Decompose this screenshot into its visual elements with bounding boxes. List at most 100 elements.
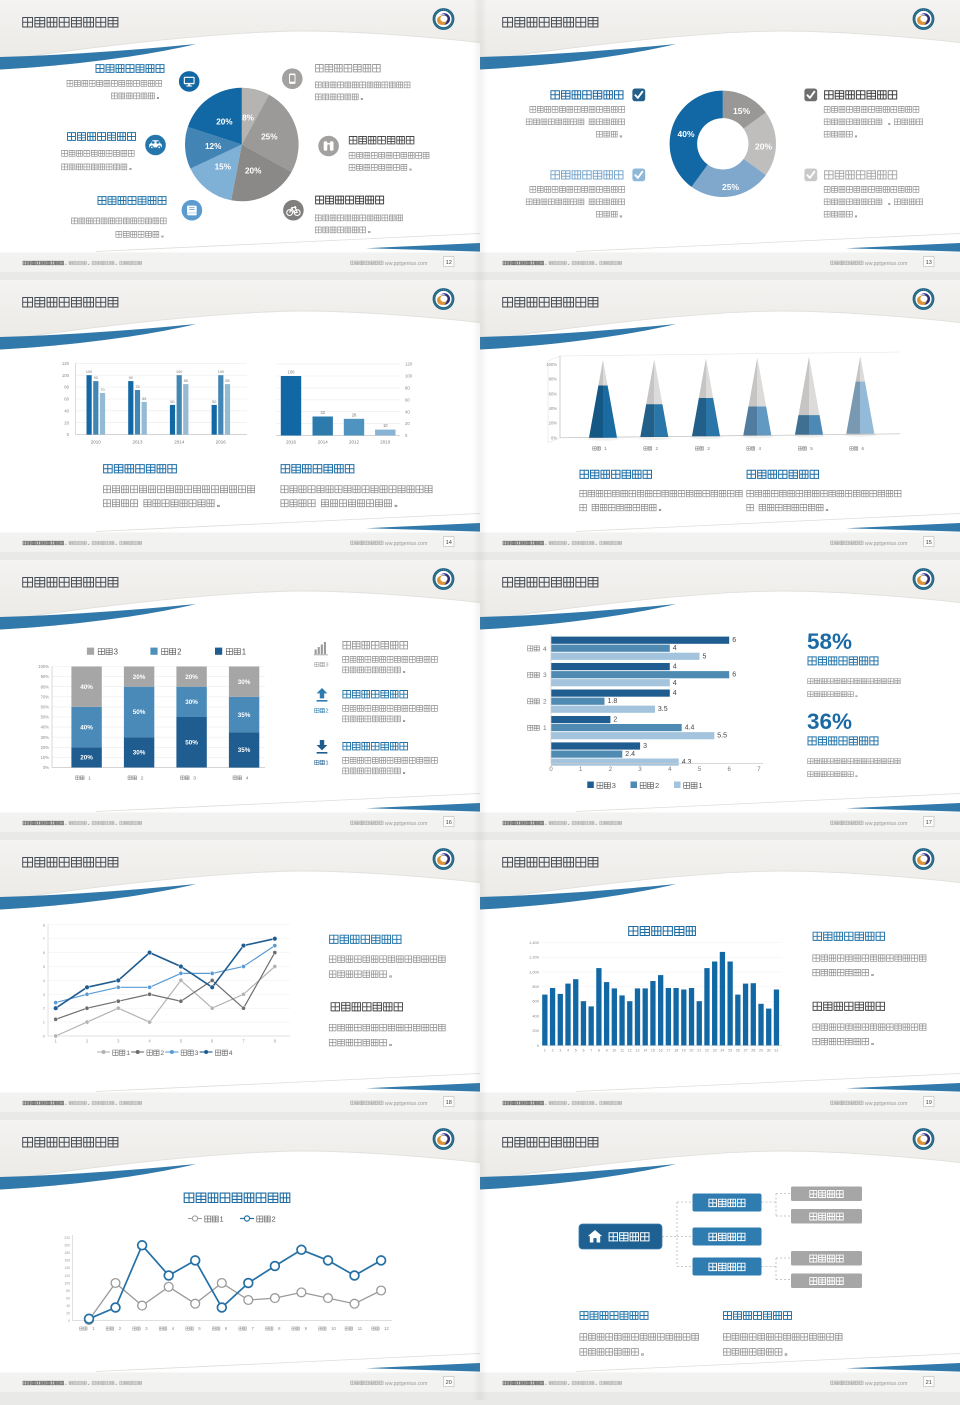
- svg-text:85: 85: [225, 379, 229, 383]
- svg-text:40%: 40%: [41, 725, 50, 730]
- svg-text:20: 20: [446, 1380, 452, 1386]
- svg-text:40%: 40%: [549, 406, 558, 411]
- svg-text:4.3: 4.3: [682, 759, 692, 766]
- svg-text:0: 0: [43, 1034, 46, 1039]
- svg-text:3: 3: [193, 776, 196, 782]
- svg-text:7: 7: [252, 1326, 255, 1331]
- svg-text:6: 6: [862, 446, 865, 451]
- svg-text:30%: 30%: [133, 750, 146, 757]
- svg-text:1: 1: [242, 647, 246, 656]
- svg-text:600: 600: [532, 999, 539, 1004]
- svg-text:30%: 30%: [238, 679, 251, 686]
- svg-text:5: 5: [703, 653, 707, 660]
- svg-text:1.8: 1.8: [608, 698, 618, 705]
- svg-text:15%: 15%: [733, 106, 750, 116]
- svg-text:40: 40: [405, 409, 410, 414]
- svg-text:120: 120: [64, 1274, 70, 1278]
- svg-text:6: 6: [732, 672, 736, 679]
- svg-text:16: 16: [446, 820, 452, 826]
- svg-text:20: 20: [405, 421, 410, 426]
- svg-text:20%: 20%: [216, 118, 233, 127]
- svg-text:100%: 100%: [38, 664, 49, 669]
- svg-text:9: 9: [606, 1049, 608, 1053]
- svg-text:4: 4: [673, 664, 677, 671]
- svg-text:2: 2: [543, 699, 547, 706]
- svg-text:13: 13: [636, 1049, 640, 1053]
- svg-text:0: 0: [537, 1043, 540, 1048]
- svg-text:55: 55: [142, 397, 146, 401]
- svg-text:ww.pptgenius.com: ww.pptgenius.com: [865, 261, 907, 267]
- svg-text:30: 30: [767, 1049, 771, 1053]
- svg-text:90: 90: [129, 376, 133, 380]
- svg-text:6: 6: [211, 1039, 214, 1044]
- svg-text:1: 1: [326, 761, 329, 767]
- svg-text:2: 2: [43, 1006, 46, 1011]
- svg-text:50: 50: [212, 400, 216, 404]
- svg-text:70: 70: [100, 388, 104, 392]
- svg-text:100: 100: [176, 370, 182, 374]
- svg-text:100: 100: [64, 1281, 70, 1285]
- svg-text:0: 0: [549, 767, 553, 773]
- svg-text:100: 100: [218, 370, 224, 374]
- svg-text:21: 21: [926, 1380, 932, 1386]
- svg-text:50%: 50%: [185, 740, 198, 747]
- svg-text:10: 10: [612, 1049, 616, 1053]
- svg-text:180: 180: [64, 1251, 70, 1255]
- svg-text:18: 18: [446, 1100, 452, 1106]
- svg-text:100: 100: [62, 373, 70, 378]
- svg-text:20: 20: [66, 1312, 70, 1316]
- svg-text:1: 1: [88, 776, 91, 782]
- svg-text:12: 12: [628, 1049, 632, 1053]
- svg-text:50: 50: [170, 400, 174, 404]
- svg-text:5: 5: [575, 1049, 577, 1053]
- svg-text:2010: 2010: [91, 440, 102, 445]
- svg-text:140: 140: [64, 1266, 70, 1270]
- svg-text:14: 14: [446, 540, 452, 546]
- svg-text:800: 800: [532, 984, 539, 989]
- svg-text:6: 6: [728, 767, 732, 773]
- svg-text:58%: 58%: [807, 629, 852, 654]
- svg-text:5: 5: [698, 767, 702, 773]
- svg-text:4: 4: [148, 1039, 151, 1044]
- svg-text:10: 10: [331, 1326, 336, 1331]
- svg-text:90: 90: [94, 376, 98, 380]
- svg-text:3: 3: [114, 647, 118, 656]
- svg-text:12: 12: [384, 1326, 389, 1331]
- svg-text:20%: 20%: [549, 421, 558, 426]
- svg-text:2: 2: [177, 647, 181, 656]
- svg-text:220: 220: [64, 1236, 70, 1240]
- svg-text:30%: 30%: [41, 735, 50, 740]
- svg-text:0: 0: [68, 1319, 70, 1323]
- svg-text:5: 5: [198, 1326, 201, 1331]
- svg-text:15: 15: [651, 1049, 655, 1053]
- svg-text:100%: 100%: [546, 362, 557, 367]
- svg-text:2016: 2016: [286, 440, 297, 445]
- svg-text:200: 200: [64, 1244, 70, 1248]
- svg-text:80: 80: [66, 1289, 70, 1293]
- svg-text:20%: 20%: [755, 142, 772, 152]
- svg-text:23: 23: [713, 1049, 717, 1053]
- svg-text:40%: 40%: [80, 684, 93, 691]
- svg-text:1: 1: [544, 1049, 546, 1053]
- svg-text:5.5: 5.5: [717, 733, 727, 740]
- svg-text:20: 20: [690, 1049, 694, 1053]
- svg-text:ww.pptgenius.com: ww.pptgenius.com: [865, 1381, 907, 1387]
- svg-text:3.5: 3.5: [658, 706, 668, 713]
- svg-text:4: 4: [673, 680, 677, 687]
- svg-text:4: 4: [229, 1050, 233, 1057]
- svg-text:3: 3: [643, 743, 647, 750]
- svg-text:80%: 80%: [41, 684, 50, 689]
- svg-text:60%: 60%: [41, 705, 50, 710]
- svg-text:60%: 60%: [549, 391, 558, 396]
- svg-text:200: 200: [532, 1028, 539, 1033]
- svg-text:4: 4: [567, 1049, 569, 1053]
- svg-text:8%: 8%: [242, 114, 255, 123]
- svg-text:2: 2: [326, 709, 329, 715]
- svg-text:20%: 20%: [41, 745, 50, 750]
- svg-text:ww.pptgenius.com: ww.pptgenius.com: [385, 821, 427, 827]
- svg-text:2: 2: [656, 446, 659, 451]
- svg-text:20%: 20%: [245, 167, 262, 176]
- svg-text:15: 15: [926, 540, 932, 546]
- svg-text:6: 6: [43, 950, 46, 955]
- svg-text:10: 10: [383, 423, 388, 428]
